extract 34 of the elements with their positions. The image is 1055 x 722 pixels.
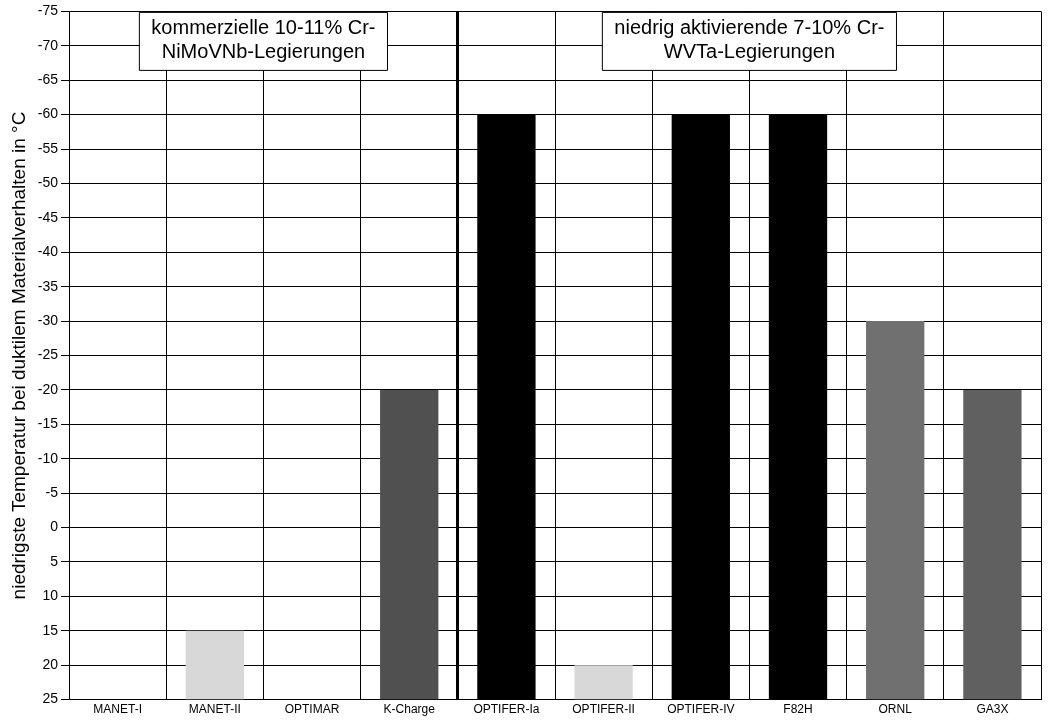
annotation: kommerzielle 10-11% Cr- NiMoVNb-Legierungen (151, 15, 376, 62)
y-tick-label: 15 (42, 621, 59, 638)
y-tick-label: 5 (50, 552, 59, 569)
y-tick-label: -70 (37, 36, 59, 53)
y-tick-label: 20 (42, 656, 59, 673)
y-tick-label: -15 (37, 415, 59, 432)
x-tick-label: OPTIFER-Ia (473, 702, 540, 717)
y-tick-label: -35 (37, 277, 59, 294)
y-tick-label: -60 (37, 105, 59, 122)
x-tick-label: K-Charge (383, 702, 436, 717)
x-tick-label: ORNL (878, 702, 913, 717)
y-tick-label: 25 (42, 690, 59, 707)
x-tick-label: OPTIFER-IV (667, 702, 735, 717)
y-tick-label: 10 (42, 587, 59, 604)
x-tick-label: OPTIFER-II (572, 702, 635, 717)
y-tick-label: -45 (37, 208, 59, 225)
y-tick-label: -50 (37, 174, 59, 191)
y-tick-label: -55 (37, 139, 59, 156)
y-tick-label: -75 (37, 2, 59, 19)
y-tick-label: 0 (50, 518, 59, 535)
y-tick-label: -10 (37, 449, 59, 466)
x-tick-label: OPTIMAR (284, 702, 340, 717)
x-tick-label: MANET-I (93, 702, 142, 717)
y-tick-label: -40 (37, 243, 59, 260)
x-tick-label: MANET-II (188, 702, 241, 717)
y-tick-label: -20 (37, 380, 59, 397)
annotation: niedrig aktivierende 7-10% Cr- WVTa-Legierungen (614, 15, 885, 62)
y-tick-label: -65 (37, 71, 59, 88)
y-tick-label: -25 (37, 346, 59, 363)
y-tick-label: -30 (37, 311, 59, 328)
y-axis-title: niedrigste Temperatur bei duktilem Materialverhalten in °C (7, 111, 29, 600)
x-tick-label: F82H (783, 702, 813, 717)
y-tick-label: -5 (45, 484, 59, 500)
x-tick-label: GA3X (976, 702, 1009, 717)
